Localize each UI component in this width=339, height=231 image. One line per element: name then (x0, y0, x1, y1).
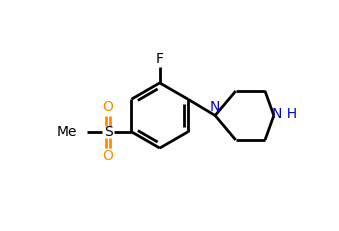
Text: O: O (103, 100, 114, 114)
Text: O: O (103, 149, 114, 163)
Text: N: N (210, 100, 220, 114)
Text: S: S (104, 125, 113, 139)
Text: F: F (156, 52, 164, 67)
Text: Me: Me (57, 125, 77, 139)
Text: N H: N H (272, 107, 297, 121)
